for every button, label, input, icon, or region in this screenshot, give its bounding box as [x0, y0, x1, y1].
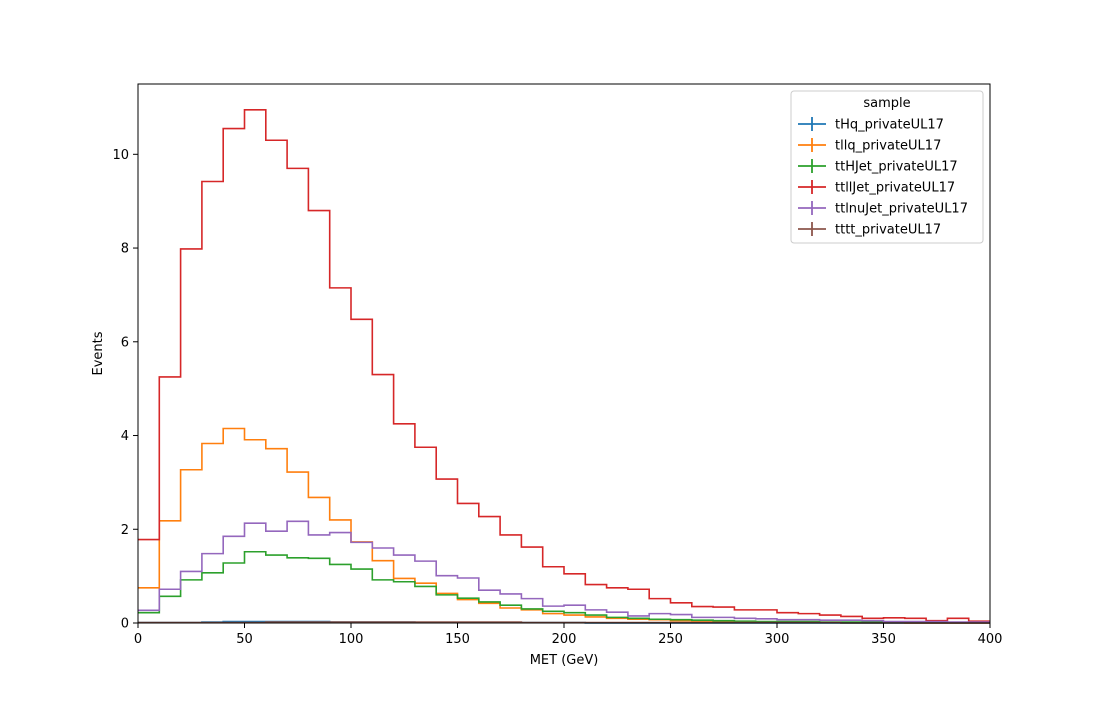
x-axis-label: MET (GeV) [530, 653, 599, 668]
y-axis-label: Events [91, 331, 106, 375]
y-tick-label: 8 [121, 242, 129, 257]
x-axis: 0 50 100 150 200 250 300 350 400 [134, 623, 1003, 647]
legend-box [790, 90, 984, 244]
legend-entry: ttllJet_privateUL17 [798, 180, 955, 196]
x-tick-label: 100 [339, 632, 364, 647]
y-tick-label: 2 [121, 523, 129, 538]
legend-label: ttHJet_privateUL17 [835, 160, 958, 175]
x-tick-label: 300 [765, 632, 790, 647]
legend-label: ttlnuJet_privateUL17 [835, 202, 968, 217]
legend-entry: tllq_privateUL17 [798, 138, 941, 154]
y-axis: 0 2 4 6 8 10 [112, 148, 138, 632]
y-tick-label: 10 [112, 148, 129, 163]
legend: sample tHq_privateUL17 tllq_privateUL17tt… [790, 90, 984, 244]
series-step-ttllJet_privateUL17 [138, 108, 990, 622]
x-tick-label: 400 [978, 632, 1003, 647]
legend-label: tllq_privateUL17 [835, 139, 941, 154]
legend-entry: ttHJet_privateUL17 [798, 159, 958, 175]
legend-title: sample [863, 96, 910, 111]
x-tick-label: 350 [871, 632, 896, 647]
legend-entry: tttt_privateUL17 [798, 222, 941, 238]
x-tick-label: 200 [552, 632, 577, 647]
y-tick-label: 6 [121, 335, 129, 350]
legend-entry: tHq_privateUL17 [798, 117, 944, 133]
y-tick-label: 0 [121, 617, 129, 632]
legend-label: tHq_privateUL17 [835, 118, 944, 133]
y-tick-label: 4 [121, 429, 129, 444]
x-tick-label: 0 [134, 632, 142, 647]
legend-entries: tHq_privateUL17 tllq_privateUL17 ttHJet_pr… [798, 117, 968, 238]
x-tick-label: 50 [236, 632, 253, 647]
x-tick-label: 150 [445, 632, 470, 647]
series-step-ttHJet_privateUL17 [138, 550, 990, 624]
legend-entry: ttlnuJet_privateUL17 [798, 201, 968, 217]
x-tick-label: 250 [658, 632, 683, 647]
series-step-ttlnuJet_privateUL17 [138, 520, 990, 623]
legend-label: ttllJet_privateUL17 [835, 181, 955, 196]
legend-label: tttt_privateUL17 [835, 223, 941, 238]
